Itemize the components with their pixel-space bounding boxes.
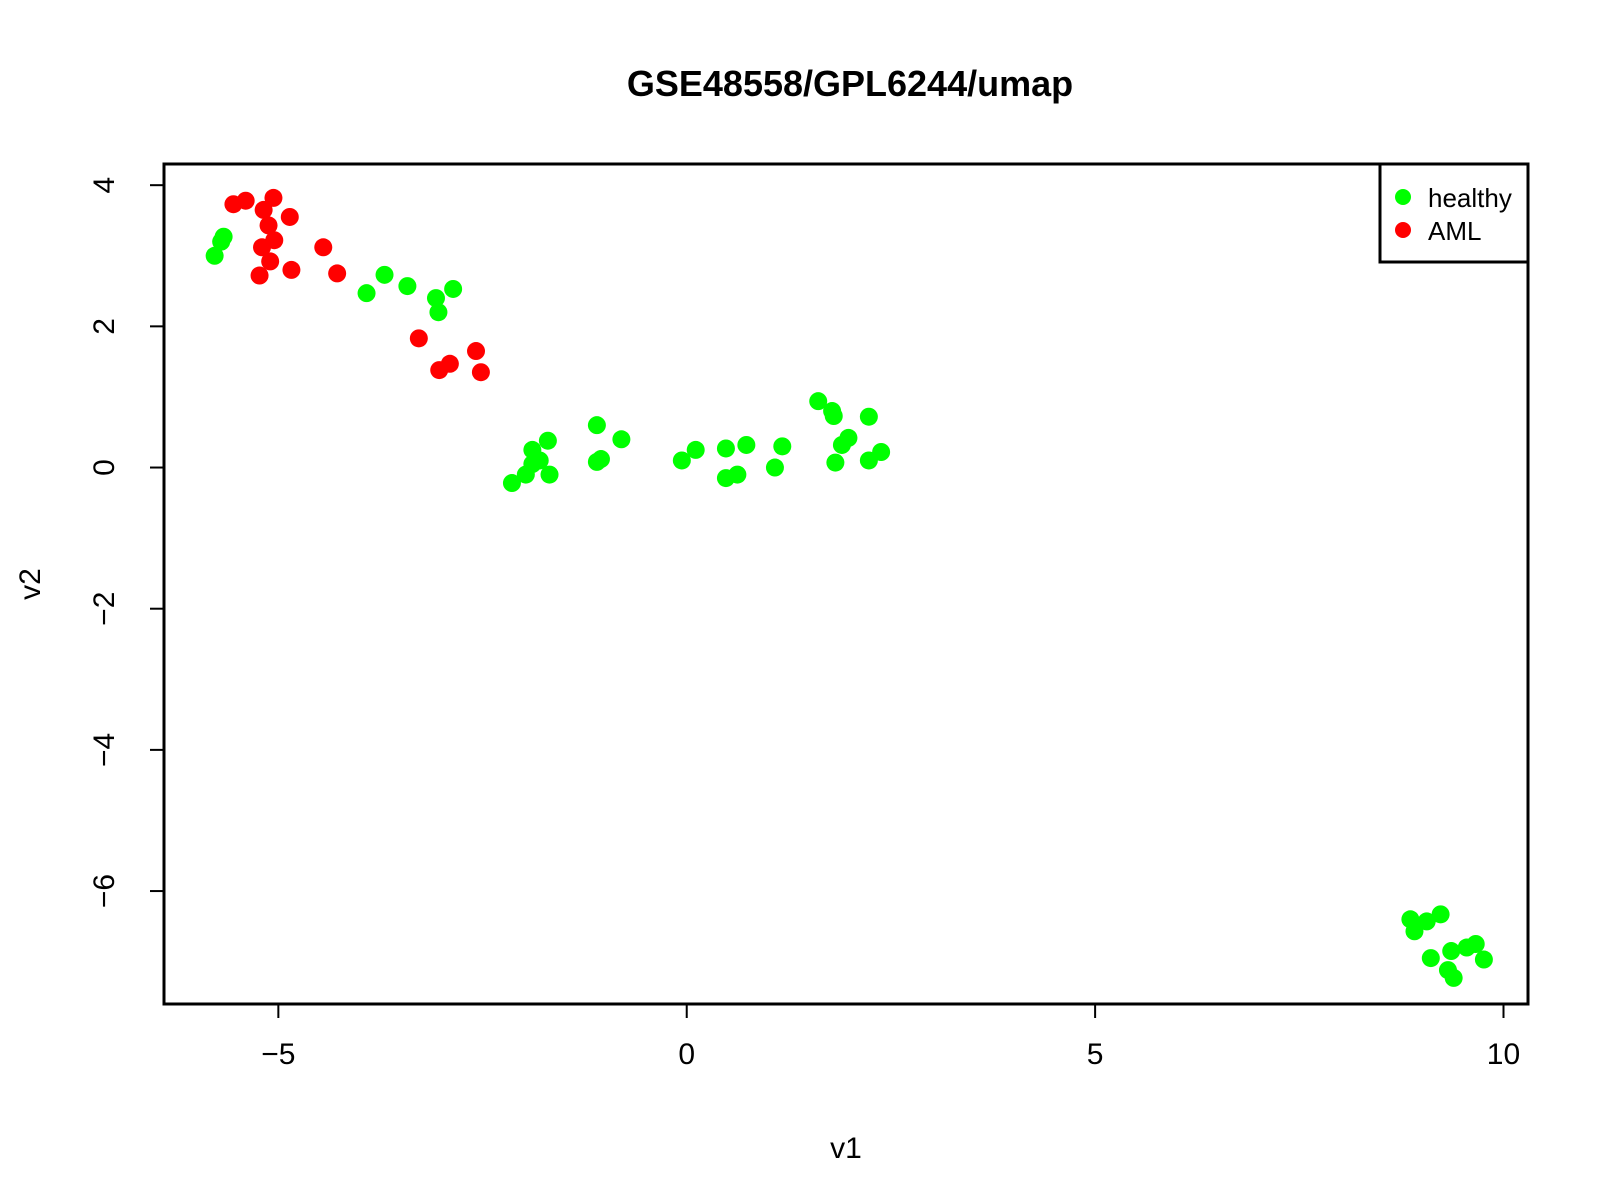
point-healthy bbox=[826, 453, 845, 472]
point-healthy bbox=[591, 450, 610, 469]
point-healthy bbox=[1466, 935, 1485, 953]
y-tick-label: −6 bbox=[88, 874, 121, 908]
point-healthy bbox=[1405, 922, 1424, 941]
point-aml bbox=[253, 238, 272, 257]
point-healthy bbox=[728, 465, 747, 484]
point-healthy bbox=[824, 407, 843, 425]
point-healthy bbox=[1431, 905, 1450, 924]
x-tick-label: −5 bbox=[261, 1038, 295, 1071]
point-healthy bbox=[398, 277, 417, 296]
point-aml bbox=[467, 342, 486, 361]
point-aml bbox=[314, 238, 333, 257]
point-healthy bbox=[686, 440, 705, 459]
series-healthy bbox=[205, 227, 1493, 987]
point-healthy bbox=[773, 437, 792, 456]
point-healthy bbox=[859, 407, 878, 426]
point-healthy bbox=[672, 451, 691, 470]
point-aml bbox=[236, 191, 255, 210]
chart-title: GSE48558/GPL6244/umap bbox=[627, 63, 1073, 104]
legend-marker-aml bbox=[1395, 222, 1411, 238]
point-healthy bbox=[737, 435, 756, 454]
point-aml bbox=[261, 252, 280, 271]
legend-label-healthy: healthy bbox=[1428, 183, 1512, 213]
point-aml bbox=[250, 266, 269, 285]
y-tick-label: 0 bbox=[88, 459, 121, 476]
point-aml bbox=[259, 216, 278, 235]
point-healthy bbox=[205, 246, 224, 265]
point-aml bbox=[440, 354, 459, 373]
point-healthy bbox=[530, 451, 549, 470]
point-healthy bbox=[357, 284, 376, 303]
series-aml bbox=[224, 188, 490, 382]
y-tick-label: −4 bbox=[88, 733, 121, 767]
x-tick-label: 0 bbox=[678, 1038, 695, 1071]
legend: healthy AML bbox=[1378, 162, 1530, 264]
point-healthy bbox=[426, 289, 445, 308]
x-axis-label: v1 bbox=[830, 1132, 862, 1165]
point-healthy bbox=[444, 279, 463, 298]
y-axis-label: v2 bbox=[14, 568, 47, 600]
y-tick-label: 2 bbox=[88, 318, 121, 335]
point-aml bbox=[471, 363, 490, 382]
point-healthy bbox=[540, 465, 559, 484]
point-aml bbox=[254, 200, 273, 219]
x-axis: −5 0 5 10 bbox=[261, 1003, 1520, 1071]
point-healthy bbox=[429, 303, 448, 322]
legend-marker-healthy bbox=[1395, 189, 1411, 205]
y-axis: −6 −4 −2 0 2 4 bbox=[88, 177, 165, 908]
legend-label-aml: AML bbox=[1428, 216, 1481, 246]
point-healthy bbox=[587, 416, 606, 435]
data-points bbox=[205, 188, 1493, 987]
legend-box bbox=[1378, 162, 1530, 264]
point-healthy bbox=[538, 431, 557, 450]
point-healthy bbox=[1421, 949, 1440, 968]
point-healthy bbox=[1474, 950, 1493, 969]
point-aml bbox=[409, 329, 428, 348]
point-healthy bbox=[214, 227, 233, 246]
point-aml bbox=[264, 188, 283, 207]
point-healthy bbox=[716, 439, 735, 458]
point-healthy bbox=[1444, 968, 1463, 987]
point-healthy bbox=[1442, 942, 1461, 961]
point-healthy bbox=[1417, 912, 1436, 931]
point-healthy bbox=[872, 443, 891, 461]
point-healthy bbox=[375, 265, 394, 284]
point-healthy bbox=[809, 392, 828, 411]
point-healthy bbox=[839, 428, 858, 447]
point-aml bbox=[282, 260, 301, 279]
x-tick-label: 10 bbox=[1487, 1038, 1520, 1071]
point-aml bbox=[280, 207, 299, 226]
point-healthy bbox=[502, 474, 521, 493]
y-tick-label: −2 bbox=[88, 592, 121, 626]
point-healthy bbox=[765, 458, 784, 477]
y-tick-label: 4 bbox=[88, 177, 121, 194]
x-tick-label: 5 bbox=[1087, 1038, 1104, 1071]
point-healthy bbox=[612, 430, 631, 449]
point-aml bbox=[328, 264, 347, 283]
